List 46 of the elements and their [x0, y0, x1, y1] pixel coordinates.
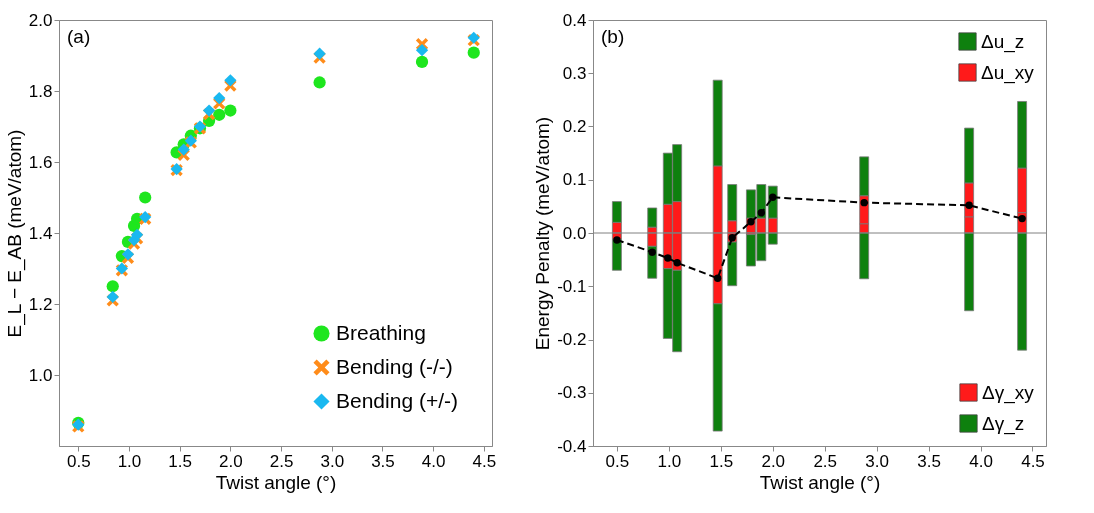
y-tick-label: 0.3	[562, 63, 587, 83]
y-tick-label: 1.6	[28, 152, 53, 172]
x-tick-label: 4.5	[1021, 451, 1045, 471]
y-tick-label: 0.1	[562, 170, 587, 190]
x-tick-label: 1.5	[709, 451, 734, 471]
y-tick-label: -0.4	[557, 436, 587, 456]
y-tick-label: 0.4	[562, 10, 587, 30]
x-tick-label: 3.0	[320, 451, 345, 471]
y-tick-label: 1.0	[28, 365, 53, 385]
x-tick-label: 1.0	[657, 451, 682, 471]
x-tick-label: 0.5	[605, 451, 630, 471]
y-tick-label: 0.2	[562, 117, 587, 136]
y-axis-title: E_L − E_AB (meV/atom)	[3, 129, 26, 338]
legend-label: Δu_z	[981, 30, 1025, 53]
y-tick-label: -0.2	[557, 330, 587, 349]
x-tick-label: 3.0	[865, 451, 889, 471]
x-tick-label: 1.5	[168, 451, 192, 471]
legend-label: Δu_xy	[981, 61, 1035, 84]
y-tick-label: 2.0	[28, 10, 53, 30]
annotation: (a)	[67, 26, 91, 47]
legend-label: Bending (+/-)	[336, 388, 458, 412]
y-tick-label: -0.3	[557, 383, 587, 403]
legend-label: Δγ_z	[982, 412, 1025, 435]
legend-label: Δγ_xy	[982, 381, 1035, 404]
x-tick-label: 2.0	[219, 451, 243, 471]
y-tick-label: 1.8	[28, 81, 53, 101]
x-tick-label: 2.0	[761, 451, 786, 471]
annotation: (b)	[601, 26, 625, 47]
x-tick-label: 3.5	[917, 451, 941, 471]
legend-label: Bending (-/-)	[336, 354, 453, 378]
y-axis-title: Energy Penalty (meV/atom)	[532, 116, 554, 351]
x-tick-label: 4.5	[472, 451, 497, 471]
x-tick-label: 2.5	[813, 451, 838, 471]
legend-label: Breathing	[336, 320, 426, 344]
x-tick-label: 2.5	[269, 451, 294, 471]
y-tick-label: 1.2	[28, 294, 53, 314]
x-tick-label: 0.5	[66, 451, 91, 471]
x-tick-label: 3.5	[371, 451, 395, 471]
y-tick-label: 1.4	[28, 223, 53, 243]
x-axis-title: Twist angle (°)	[215, 471, 337, 493]
x-axis-title: Twist angle (°)	[759, 471, 881, 493]
x-tick-label: 4.0	[969, 451, 993, 471]
x-tick-label: 1.0	[117, 451, 142, 471]
y-tick-label: 0.0	[562, 223, 587, 243]
x-tick-label: 4.0	[421, 451, 446, 471]
y-tick-label: -0.1	[557, 276, 587, 296]
